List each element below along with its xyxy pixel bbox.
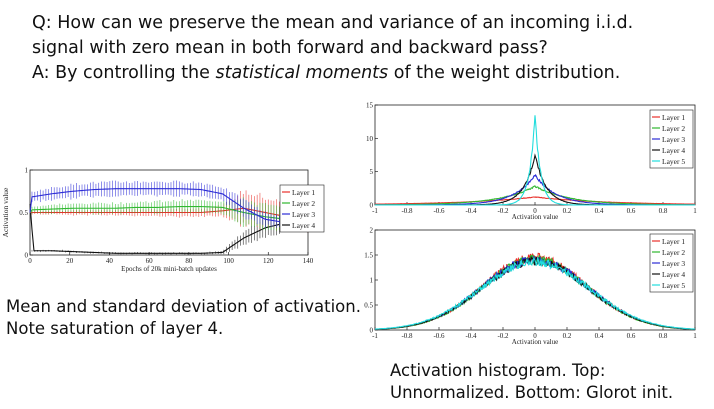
hist-line-layer-1 — [374, 196, 696, 205]
y-tick-label: 1.5 — [364, 252, 373, 260]
legend-label: Layer 4 — [292, 221, 315, 230]
y-tick-label: 0 — [370, 327, 374, 335]
x-tick-label: -0.6 — [433, 332, 445, 340]
histogram-unnormalized-chart: -1 -0.8 -0.6 -0.4 -0.2 0 0.2 0.4 0.6 0.8 1051015Ac… — [366, 102, 697, 222]
x-tick-label: -0.8 — [401, 332, 413, 340]
x-tick-label: 120 — [263, 257, 274, 265]
x-axis-label: Activation value — [512, 213, 558, 221]
legend-label: Layer 4 — [662, 146, 685, 155]
x-tick-label: -0.4 — [465, 207, 477, 215]
x-axis-label: Activation value — [512, 338, 558, 346]
x-tick-label: 0.4 — [595, 207, 604, 215]
activation-mean-std-chart: 0 20 40 60 80 100 120 140 0 0.5 1 Epochs of 20k min… — [1, 167, 325, 273]
y-tick-label: 10 — [366, 135, 374, 143]
legend-label: Layer 5 — [662, 281, 685, 290]
right-caption-line-1: Activation histogram. Top: — [390, 361, 606, 380]
mean-line-layer-3 — [29, 188, 309, 225]
x-tick-label: 0.2 — [563, 332, 572, 340]
left-caption-line-2: Note saturation of layer 4. — [6, 319, 224, 338]
answer-emphasis: statistical moments — [215, 63, 389, 83]
y-axis-label: Activation value — [1, 187, 10, 237]
x-tick-label: 0 — [533, 332, 537, 340]
hist-line-layer-4 — [374, 255, 696, 330]
y-tick-label: 1 — [25, 167, 29, 175]
left-caption-line-1: Mean and standard deviation of activatio… — [6, 297, 361, 316]
x-tick-label: 140 — [303, 257, 314, 265]
right-caption-line-2: Unnormalized. Bottom: Glorot init. — [390, 383, 674, 402]
x-axis-label: Epochs of 20k mini-batch updates — [121, 265, 217, 273]
legend-label: Layer 2 — [292, 199, 315, 208]
hist-line-layer-2 — [374, 185, 696, 206]
x-tick-label: -0.2 — [497, 207, 509, 215]
hist-line-layer-3 — [374, 173, 696, 206]
answer-line: A: By controlling the statistical moment… — [32, 62, 620, 84]
x-tick-label: 0.4 — [595, 332, 604, 340]
left-legend-box — [279, 184, 325, 233]
x-tick-label: 60 — [146, 257, 154, 265]
legend-label: Layer 1 — [662, 113, 685, 122]
question-line-1: Q: How can we preserve the mean and vari… — [32, 13, 634, 33]
y-tick-label: 0.5 — [19, 209, 28, 217]
x-tick-label: 1 — [693, 207, 697, 215]
answer-suffix: of the weight distribution. — [388, 63, 621, 83]
x-tick-label: 20 — [66, 257, 74, 265]
hist-line-layer-5 — [374, 256, 696, 330]
x-tick-label: 40 — [106, 257, 114, 265]
x-tick-label: 0.8 — [659, 332, 668, 340]
x-tick-label: 0 — [28, 257, 32, 265]
hist-line-layer-2 — [374, 254, 696, 330]
mean-line-layer-4 — [29, 203, 309, 254]
x-tick-label: 0 — [533, 207, 537, 215]
y-tick-label: 2 — [370, 227, 374, 235]
x-tick-label: 0.6 — [627, 207, 636, 215]
answer-prefix: A: By controlling the — [32, 63, 216, 83]
x-tick-label: -1 — [372, 207, 378, 215]
x-tick-label: 80 — [185, 257, 193, 265]
histogram-glorot-chart: -1 -0.8 -0.6 -0.4 -0.2 0 0.2 0.4 0.6 0.8 1 0 0.5 1 1.5… — [364, 227, 697, 347]
x-tick-label: -0.4 — [465, 332, 477, 340]
mean-line-layer-2 — [29, 205, 309, 222]
x-tick-label: 0.6 — [627, 332, 636, 340]
legend-label: Layer 2 — [662, 248, 685, 257]
x-tick-label: 0.2 — [563, 207, 572, 215]
legend-label: Layer 3 — [662, 259, 685, 268]
x-tick-label: -0.8 — [401, 207, 413, 215]
x-tick-label: -1 — [372, 332, 378, 340]
legend-label: Layer 3 — [292, 210, 315, 219]
legend-label: Layer 2 — [662, 124, 685, 133]
x-tick-label: 0.8 — [659, 207, 668, 215]
y-tick-label: 5 — [370, 168, 374, 176]
y-tick-label: 0 — [25, 252, 29, 260]
x-tick-label: -0.2 — [497, 332, 509, 340]
x-tick-label: 100 — [223, 257, 234, 265]
hist-line-layer-5 — [375, 115, 695, 206]
question-line-2: signal with zero mean in both forward an… — [32, 38, 548, 58]
y-tick-label: 15 — [366, 102, 374, 110]
y-tick-label: 0.5 — [364, 302, 373, 310]
x-tick-label: 1 — [693, 332, 697, 340]
y-tick-label: 0 — [370, 202, 374, 210]
x-tick-label: -0.6 — [433, 207, 445, 215]
hist-line-layer-3 — [374, 256, 696, 330]
plot-frame — [374, 229, 696, 331]
legend-label: Layer 1 — [662, 237, 685, 246]
legend-label: Layer 3 — [662, 135, 685, 144]
legend-label: Layer 4 — [662, 270, 685, 279]
legend-label: Layer 5 — [662, 157, 685, 166]
legend-label: Layer 1 — [292, 188, 315, 197]
y-tick-label: 1 — [370, 277, 374, 285]
